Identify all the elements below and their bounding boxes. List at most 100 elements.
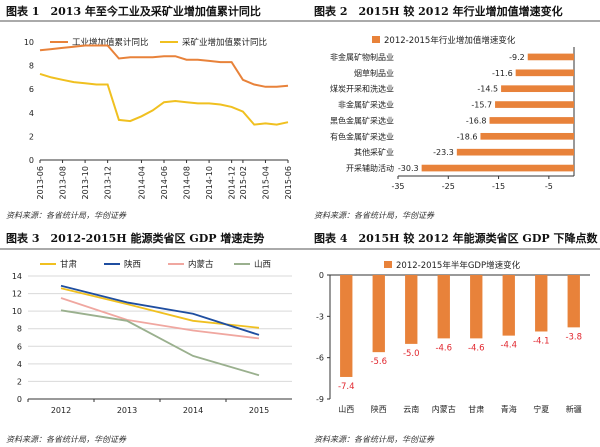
chart-3-y-tick-label: 12: [12, 290, 22, 299]
chart-2-bar: [527, 53, 574, 61]
chart-1-svg: 图表 1 2013 年至今工业及采矿业增加值累计同比 工业增加值累计同比 采矿业…: [0, 4, 300, 220]
chart-3-series-shanxi-line: [60, 309, 260, 377]
chart-1-y-tick-label: 8: [29, 62, 34, 71]
chart-3-legend-neimenggu: 内蒙古: [188, 259, 214, 270]
chart-2-category-label: 煤炭开采和洗选业: [330, 84, 394, 94]
chart-3-y-tick-label: 14: [12, 272, 22, 281]
chart-2-legend: 2012-2015年行业增加值增速变化: [372, 35, 516, 46]
chart-4-bar: [437, 275, 450, 339]
chart-2-bar: [489, 117, 574, 124]
chart-3-series-shaanxi-line: [60, 284, 260, 336]
chart-2-bar: [495, 101, 574, 108]
chart-2-value-label: -18.6: [457, 132, 478, 141]
chart-2-x-tick-label: -25: [442, 182, 455, 191]
chart-2-svg: 图表 2 2015H 较 2012 年行业增加值增速变化 2012-2015年行…: [300, 4, 600, 220]
chart-4-y-tick-label: -6: [316, 354, 324, 363]
chart-3-y-tick-label: 0: [17, 395, 22, 404]
chart-2-legend-swatch: [372, 36, 380, 43]
chart-4-bar: [567, 275, 580, 328]
chart-2-bar: [515, 69, 574, 77]
chart-1-legend: 工业增加值累计同比 采矿业增加值累计同比: [50, 37, 267, 48]
chart-4-value-label: -5.6: [370, 357, 387, 367]
chart-3-legend-shanxi: 山西: [254, 259, 271, 270]
chart-1-legend-industry: 工业增加值累计同比: [72, 37, 149, 48]
chart-1-x-tick-label: 2013-10: [81, 166, 90, 199]
chart-2-value-label: -11.6: [492, 69, 513, 78]
chart-2-category-label: 黑色金属矿采选业: [330, 115, 394, 125]
chart-2-bar: [480, 132, 574, 140]
chart-2-legend-label: 2012-2015年行业增加值增速变化: [384, 35, 516, 46]
chart-1-x-tick-label: 2014-12: [228, 166, 237, 199]
chart-2-x-tick-label: -35: [391, 182, 404, 191]
chart-1-x-tick-label: 2013-12: [104, 166, 113, 199]
chart-4-category-label: 青海: [501, 404, 517, 414]
chart-1-legend-mining: 采矿业增加值累计同比: [182, 37, 267, 48]
chart-2-x-tick-label: -15: [492, 182, 505, 191]
chart-2-value-label: -15.7: [471, 101, 492, 110]
chart-4-y-tick-label: 0: [319, 271, 324, 280]
chart-4-bar: [405, 275, 418, 344]
chart-4-value-label: -4.1: [533, 336, 550, 346]
chart-1-x-tick-label: 2014-04: [137, 166, 146, 199]
chart-1-series-mining-line: [39, 72, 289, 126]
panel-chart-1: 图表 1 2013 年至今工业及采矿业增加值累计同比 工业增加值累计同比 采矿业…: [0, 0, 300, 223]
chart-1-x-tick-label: 2013-08: [59, 166, 68, 199]
chart-1-title: 图表 1 2013 年至今工业及采矿业增加值累计同比: [6, 4, 261, 18]
panel-chart-4: 图表 4 2015H 较 2012 年能源类省区 GDP 下降点数 2012-2…: [300, 224, 600, 447]
chart-4-bar: [372, 275, 385, 353]
chart-4-category-label: 甘肃: [468, 404, 484, 414]
chart-4-y-tick-label: -3: [316, 312, 324, 321]
chart-1-x-tick-label: 2014-10: [205, 166, 214, 199]
chart-2-x-tick-label: -5: [545, 182, 553, 191]
chart-1-x-tick-label: 2015-02: [239, 166, 248, 199]
chart-4-source-note: 资料来源：各省统计局，华创证券: [314, 435, 435, 444]
chart-4-value-label: -7.4: [338, 382, 355, 392]
chart-2-bar: [421, 164, 574, 172]
chart-2-bar: [456, 148, 574, 156]
chart-3-y-tick-label: 4: [17, 360, 22, 369]
chart-1-y-tick-label: 10: [24, 38, 34, 47]
chart-4-value-label: -3.8: [565, 332, 582, 342]
chart-3-y-tick-label: 10: [12, 307, 22, 316]
chart-1-series-industry-line: [39, 44, 289, 88]
chart-2-bar: [501, 85, 574, 93]
chart-3-x-tick-label: 2015: [249, 406, 269, 415]
chart-2-category-label: 开采辅助活动: [346, 163, 394, 173]
chart-3-y-tick-label: 2: [17, 377, 22, 386]
chart-4-bar: [340, 275, 353, 377]
chart-4-bar: [502, 275, 515, 336]
chart-2-category-label: 有色金属矿采选业: [330, 131, 394, 141]
chart-4-value-label: -5.0: [403, 349, 420, 359]
chart-4-svg: 图表 4 2015H 较 2012 年能源类省区 GDP 下降点数 2012-2…: [300, 231, 600, 444]
chart-2-value-label: -23.3: [433, 148, 454, 157]
chart-2-value-label: -16.8: [466, 116, 487, 125]
chart-1-x-tick-label: 2014-08: [183, 166, 192, 199]
chart-1-y-tick-label: 6: [29, 85, 34, 94]
chart-1-x-tick-label: 2013-06: [36, 166, 45, 199]
chart-1-y-tick-label: 2: [29, 132, 34, 141]
chart-3-y-tick-label: 6: [17, 342, 22, 351]
chart-1-x-tick-label: 2014-06: [160, 166, 169, 199]
chart-4-y-tick-label: -9: [316, 395, 324, 404]
chart-2-source-note: 资料来源：各省统计局，华创证券: [314, 211, 435, 220]
chart-4-bar: [470, 275, 483, 339]
chart-4-legend: 2012-2015年半年GDP增速变化: [384, 260, 521, 271]
chart-4-category-label: 云南: [403, 404, 419, 414]
chart-2-category-label: 非金属矿采选业: [338, 100, 394, 110]
chart-3-series-neimenggu-line: [60, 297, 260, 340]
chart-4-category-label: 宁夏: [533, 404, 549, 414]
chart-2-category-label: 其他采矿业: [354, 147, 394, 157]
chart-4-category-label: 新疆: [566, 404, 582, 414]
chart-2-value-label: -14.5: [477, 85, 498, 94]
chart-4-value-label: -4.6: [435, 343, 452, 353]
chart-2-value-label: -9.2: [509, 53, 525, 62]
chart-3-legend-gansu: 甘肃: [60, 259, 78, 270]
chart-1-y-tick-label: 0: [29, 156, 34, 165]
chart-3-x-tick-label: 2012: [51, 406, 71, 415]
panel-chart-3: 图表 3 2012-2015H 能源类省区 GDP 增速走势 甘肃 陕西 内蒙古…: [0, 224, 300, 447]
chart-3-x-tick-label: 2014: [183, 406, 203, 415]
chart-4-category-label: 陕西: [371, 404, 387, 414]
chart-3-y-tick-label: 8: [17, 325, 22, 334]
chart-4-value-label: -4.4: [500, 341, 517, 351]
chart-4-category-label: 内蒙古: [432, 404, 456, 414]
